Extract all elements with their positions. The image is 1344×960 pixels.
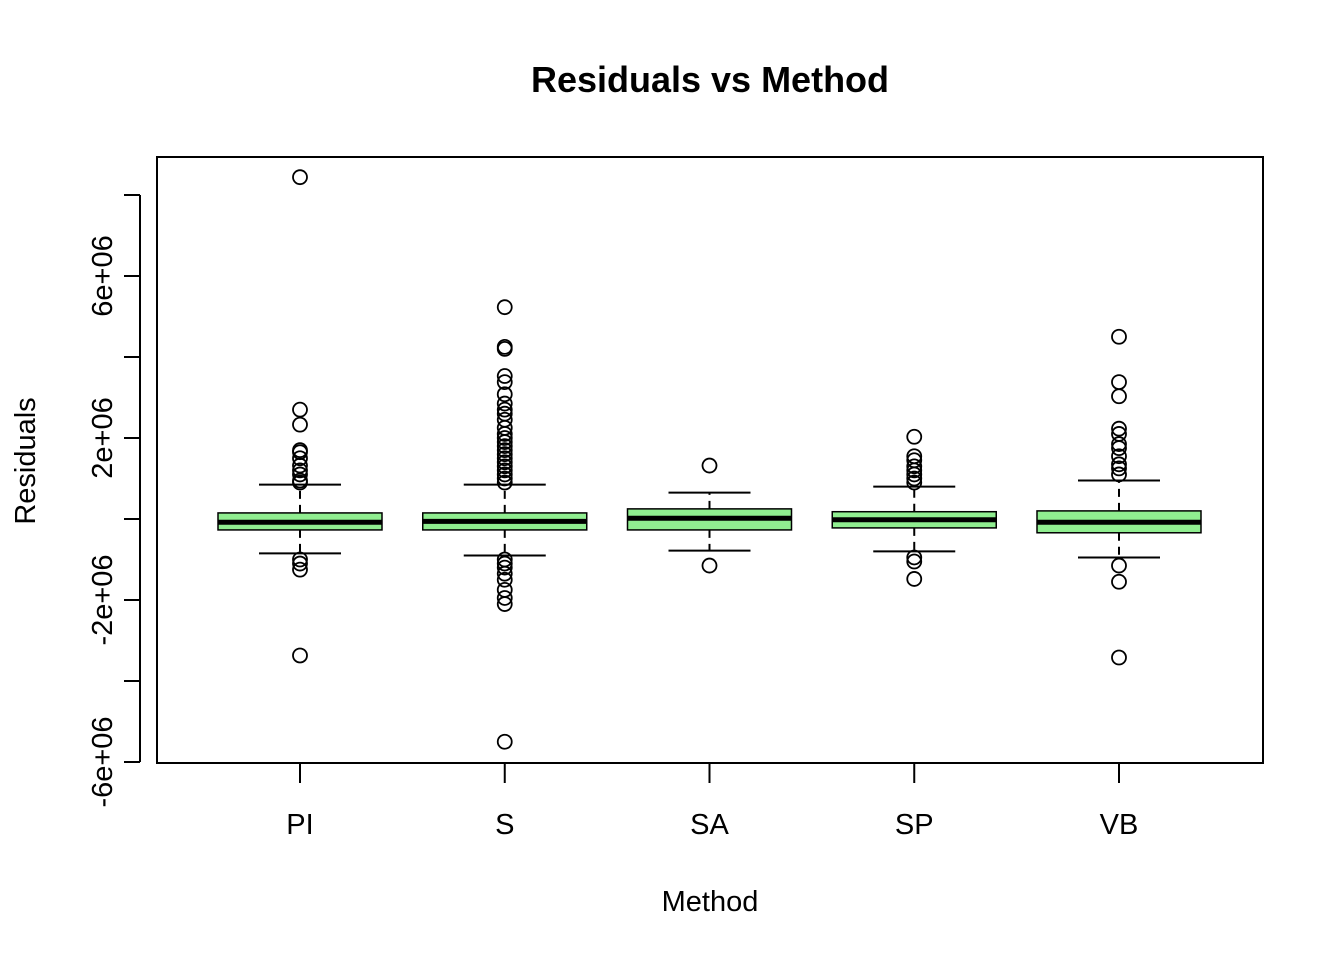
y-tick-label: -2e+06 — [87, 554, 119, 645]
outlier-point — [496, 596, 513, 612]
plot-frame — [156, 156, 1264, 764]
outlier-point — [496, 565, 513, 582]
chart-title: Residuals vs Method — [531, 59, 889, 100]
outlier-point — [292, 169, 308, 186]
outlier-point — [496, 299, 513, 316]
outlier-point — [496, 430, 513, 446]
outlier-point — [701, 457, 718, 474]
outlier-point — [292, 561, 308, 578]
outlier-point — [496, 426, 513, 442]
outlier-point — [292, 474, 308, 491]
outlier-point — [906, 571, 923, 587]
outlier-point — [292, 462, 308, 479]
x-tick-label: VB — [1100, 809, 1139, 841]
y-tick-label: -6e+06 — [87, 716, 119, 807]
outlier-point — [496, 555, 513, 572]
outlier-point — [906, 474, 923, 491]
outlier-point — [292, 416, 308, 433]
outlier-point — [906, 466, 923, 483]
x-tick-label: PI — [286, 809, 313, 841]
y-axis-label: Residuals — [10, 397, 42, 524]
outlier-point — [1111, 573, 1127, 590]
outlier-point — [496, 454, 513, 471]
outlier-point — [496, 438, 513, 455]
outlier-point — [1111, 448, 1127, 465]
outlier-point — [496, 368, 513, 384]
outlier-point — [906, 458, 923, 475]
x-tick-label: SA — [690, 809, 729, 841]
outlier-point — [496, 442, 513, 459]
outlier-point — [1111, 440, 1127, 457]
outlier-point — [292, 450, 308, 467]
outlier-point — [496, 401, 513, 418]
outlier-point — [1111, 420, 1127, 437]
outlier-point — [1111, 388, 1127, 405]
outlier-point — [496, 474, 513, 491]
outlier-point — [906, 462, 923, 479]
x-tick-label: S — [495, 809, 514, 841]
outlier-point — [496, 434, 513, 450]
outlier-point — [496, 395, 513, 412]
outlier-point — [701, 557, 718, 574]
outlier-point — [1111, 557, 1127, 574]
outlier-point — [906, 470, 923, 487]
outlier-point — [496, 559, 513, 576]
outlier-point — [496, 340, 513, 357]
outlier-point — [496, 446, 513, 463]
outlier-point — [292, 401, 308, 418]
outlier-point — [906, 428, 923, 445]
outlier-point — [1111, 456, 1127, 473]
outlier-point — [292, 466, 308, 483]
outlier-point — [906, 553, 923, 570]
outlier-point — [496, 470, 513, 487]
outlier-point — [1111, 374, 1127, 391]
outlier-point — [292, 457, 308, 474]
outlier-point — [292, 647, 308, 664]
outlier-point — [496, 374, 513, 391]
outlier-point — [496, 733, 513, 750]
y-tick-label: 2e+06 — [87, 397, 119, 478]
x-axis-label: Method — [662, 886, 759, 918]
plot-area: -6e+06 -2e+06 2e+06 6e+06 PI S SA SP VB — [87, 156, 1264, 841]
y-tick-label: 6e+06 — [87, 235, 119, 316]
outlier-point — [1111, 436, 1127, 452]
outlier-point — [1111, 466, 1127, 483]
outlier-point — [496, 581, 513, 598]
outlier-point — [496, 590, 513, 606]
outlier-point — [1111, 460, 1127, 477]
outlier-point — [496, 458, 513, 475]
x-tick-label: SP — [895, 809, 934, 841]
outlier-point — [496, 466, 513, 483]
outlier-point — [292, 551, 308, 568]
outlier-point — [1111, 328, 1127, 345]
outlier-point — [496, 386, 513, 403]
outlier-point — [906, 549, 923, 566]
outlier-point — [292, 555, 308, 572]
outlier-point — [1111, 649, 1127, 666]
outlier-point — [496, 450, 513, 467]
outlier-point — [496, 462, 513, 479]
outlier-point — [496, 571, 513, 588]
